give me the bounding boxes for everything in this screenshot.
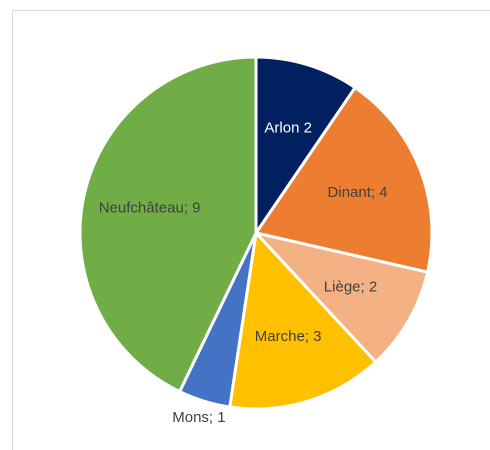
pie-slice <box>78 55 258 394</box>
data-label: Arlon 2 <box>264 120 312 137</box>
data-label: Liège; 2 <box>324 279 377 296</box>
pie-slice <box>251 230 430 365</box>
data-label: Mons; 1 <box>172 409 225 426</box>
data-label: Marche; 3 <box>255 328 322 345</box>
pie-slice <box>253 85 434 274</box>
data-label: Neufchâteau; 9 <box>99 200 201 217</box>
pie-slice <box>254 55 358 238</box>
data-label: Dinant; 4 <box>328 184 388 201</box>
pie-slice <box>228 229 378 411</box>
